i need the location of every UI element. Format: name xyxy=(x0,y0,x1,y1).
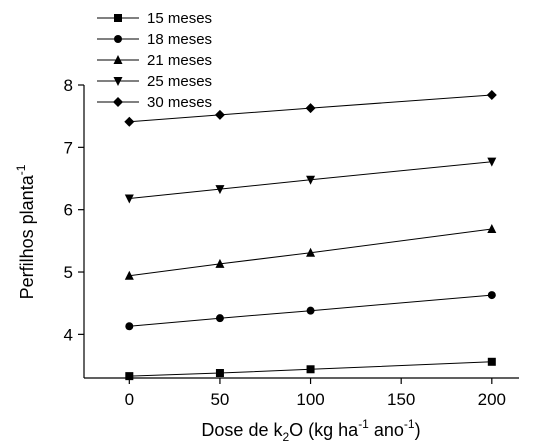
y-tick-label: 7 xyxy=(64,138,73,157)
x-axis-title-suffix: ) xyxy=(415,420,421,440)
legend-marker-square xyxy=(114,14,122,22)
x-tick-label: 150 xyxy=(387,390,415,409)
series-line xyxy=(129,228,492,277)
axes: 0 50 100 150 200 4 5 6 7 8 xyxy=(64,76,519,409)
plot-area xyxy=(124,89,497,381)
data-point-triangle-up xyxy=(487,224,497,234)
x-axis-title-prefix: Dose de k xyxy=(201,420,283,440)
data-point-diamond xyxy=(486,89,497,100)
data-point-triangle-up xyxy=(215,258,225,268)
data-point-square xyxy=(306,365,315,374)
data-point-triangle-down xyxy=(124,194,134,204)
legend-label: 25 meses xyxy=(147,73,212,90)
y-tick-label: 6 xyxy=(64,201,73,220)
x-tick-label: 50 xyxy=(210,390,229,409)
x-axis-title: Dose de k2O (kg ha-1 ano-1) xyxy=(201,417,420,444)
data-point-triangle-down xyxy=(487,157,497,167)
y-tick-label: 5 xyxy=(64,263,73,282)
x-tick-label: 0 xyxy=(125,390,134,409)
x-axis-title-mid2: ano xyxy=(369,420,404,440)
x-tick-label: 200 xyxy=(478,390,506,409)
legend-marker-triangle-up xyxy=(113,55,123,64)
data-point-triangle-down xyxy=(306,175,316,185)
x-axis-title-sup2: -1 xyxy=(404,417,415,431)
legend-label: 18 meses xyxy=(147,31,212,48)
legend-label: 15 meses xyxy=(147,10,212,27)
data-point-square xyxy=(125,372,134,381)
series-line xyxy=(129,361,492,377)
data-point-diamond xyxy=(214,109,225,120)
y-axis-title-sup: -1 xyxy=(14,164,28,175)
legend-label: 30 meses xyxy=(147,94,212,111)
series-line xyxy=(129,294,492,327)
x-tick-label: 100 xyxy=(296,390,324,409)
legend: 15 meses 18 meses 21 meses 25 meses 30 meses xyxy=(97,10,212,111)
data-point-square xyxy=(487,357,496,366)
legend-marker-triangle-down xyxy=(113,77,123,86)
data-point-diamond xyxy=(305,103,316,114)
y-tick-label: 4 xyxy=(64,325,73,344)
series-line xyxy=(129,161,492,199)
y-axis-title-text: Perfilhos planta xyxy=(17,174,37,299)
series-line xyxy=(129,94,492,123)
data-point-circle xyxy=(125,322,134,331)
data-point-triangle-up xyxy=(124,270,134,280)
data-point-square xyxy=(215,369,224,378)
legend-marker-circle xyxy=(114,35,122,43)
x-axis-title-mid1: O (kg ha xyxy=(289,420,359,440)
y-tick-label: 8 xyxy=(64,76,73,95)
data-point-circle xyxy=(306,306,315,315)
legend-label: 21 meses xyxy=(147,52,212,69)
x-axis-title-sup1: -1 xyxy=(358,417,369,431)
x-axis-title-subscript: 2 xyxy=(282,430,289,444)
data-point-circle xyxy=(215,314,224,323)
data-point-circle xyxy=(487,291,496,300)
data-point-triangle-down xyxy=(215,185,225,195)
data-point-triangle-up xyxy=(306,247,316,257)
y-axis-title: Perfilhos planta-1 xyxy=(14,164,37,299)
legend-marker-diamond xyxy=(113,97,123,107)
data-point-diamond xyxy=(124,116,135,127)
